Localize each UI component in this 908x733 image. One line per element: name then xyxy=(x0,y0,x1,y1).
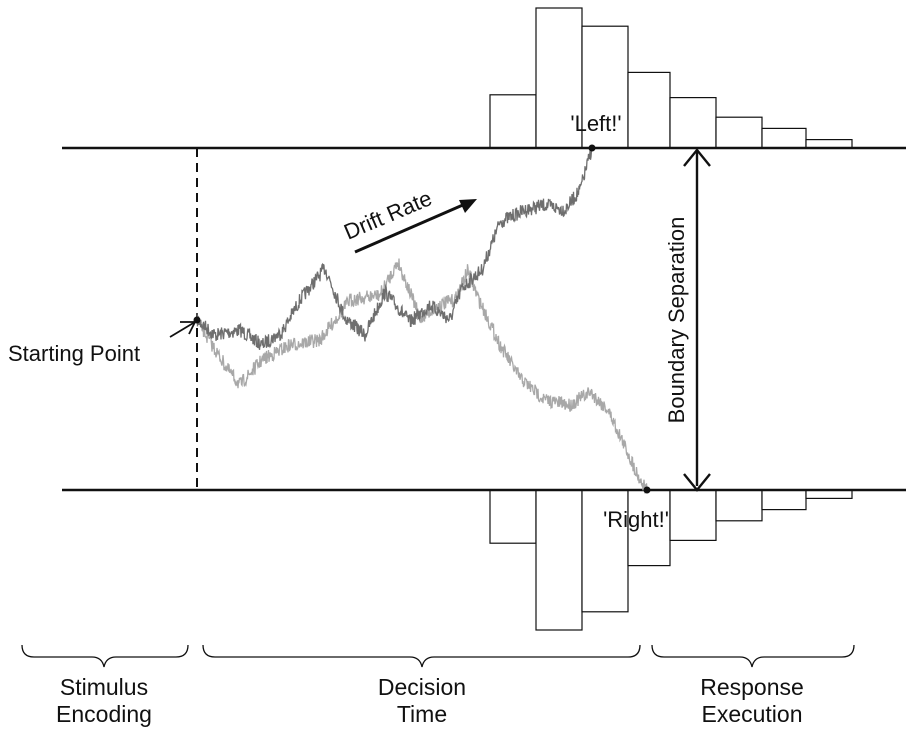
histogram-bar xyxy=(535,7,583,149)
histogram-bar xyxy=(715,489,763,522)
starting-point-arrow xyxy=(169,321,197,338)
phase-label-line1: Stimulus xyxy=(60,674,148,700)
histogram-bar xyxy=(669,96,717,149)
drift-rate-arrow xyxy=(354,199,477,254)
phase-label-line2: Time xyxy=(397,701,447,727)
phase-response-execution: Response Execution xyxy=(700,674,804,727)
diffusion-path-lower xyxy=(196,258,648,494)
response-execution-brace xyxy=(651,644,855,668)
histogram-bar xyxy=(715,116,763,149)
upper-hit-dot xyxy=(588,144,596,152)
boundary-separation-arrow xyxy=(683,148,711,492)
histogram-bar xyxy=(581,25,629,149)
lower-hit-dot xyxy=(643,486,651,494)
histogram-bar xyxy=(805,139,853,149)
starting-point-label: Starting Point xyxy=(8,341,140,366)
histogram-bar xyxy=(805,489,853,499)
phase-label-line2: Execution xyxy=(701,701,802,727)
upper-response-label: 'Left!' xyxy=(570,111,621,136)
phase-decision-time: Decision Time xyxy=(378,674,466,727)
lower-response-label: 'Right!' xyxy=(603,507,669,532)
histogram-bar xyxy=(761,489,807,511)
histogram-bar xyxy=(535,489,583,631)
histogram-bar xyxy=(761,127,807,149)
upper-rt-histogram xyxy=(489,7,853,149)
histogram-bar xyxy=(489,489,537,544)
phase-stimulus-encoding: Stimulus Encoding xyxy=(56,674,152,727)
diffusion-path-upper xyxy=(196,147,593,350)
stimulus-encoding-brace xyxy=(21,644,189,668)
histogram-bar xyxy=(669,489,717,542)
phase-label-line2: Encoding xyxy=(56,701,152,727)
lower-rt-histogram xyxy=(489,489,853,631)
histogram-bar xyxy=(627,71,671,149)
decision-time-brace xyxy=(202,644,641,668)
phase-label-line1: Decision xyxy=(378,674,466,700)
phase-label-line1: Response xyxy=(700,674,804,700)
drift-rate-label: Drift Rate xyxy=(340,185,435,244)
boundary-separation-label: Boundary Separation xyxy=(664,217,689,424)
histogram-bar xyxy=(489,94,537,149)
